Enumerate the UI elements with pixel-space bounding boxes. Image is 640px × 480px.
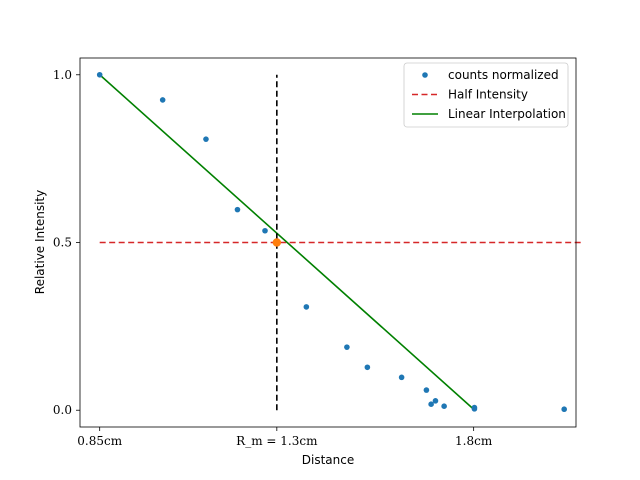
legend: counts normalized Half Intensity Linear In… — [403, 62, 569, 128]
legend-box — [403, 62, 569, 128]
y-tick-label: 1.0 — [53, 68, 72, 82]
data-point — [441, 403, 447, 410]
data-point — [364, 364, 371, 371]
data-point — [96, 71, 103, 78]
half-intensity-marker — [272, 238, 282, 247]
y-tick-label: 0.0 — [53, 403, 72, 417]
linear-interpolation-line — [99, 74, 475, 410]
legend-entry: Linear Interpolation — [448, 107, 566, 121]
data-point — [398, 374, 405, 381]
data-point — [159, 97, 166, 103]
y-axis-label: Relative Intensity — [33, 190, 47, 294]
y-tick-label: 0.5 — [53, 236, 72, 250]
x-tick-label: 1.8cm — [455, 434, 493, 448]
data-point — [432, 398, 439, 404]
x-axis-label: Distance — [302, 453, 354, 467]
data-point — [234, 206, 241, 213]
legend-marker-counts — [422, 72, 428, 78]
data-point — [428, 401, 434, 407]
x-tick-label: R_m = 1.3cm — [236, 434, 318, 448]
legend-entry: Half Intensity — [448, 88, 528, 102]
data-point — [262, 227, 268, 234]
data-point — [561, 406, 567, 413]
axis-ticks: 0.85cm R_m = 1.3cm 1.8cm 0.0 0.5 1.0 — [53, 68, 493, 448]
x-tick-label: 0.85cm — [77, 434, 122, 448]
data-point — [471, 406, 478, 412]
legend-entry: counts normalized — [448, 68, 559, 82]
data-point — [303, 304, 310, 310]
data-point — [203, 136, 209, 142]
plot-area — [96, 71, 584, 413]
data-point — [423, 387, 430, 393]
data-point — [344, 344, 350, 350]
